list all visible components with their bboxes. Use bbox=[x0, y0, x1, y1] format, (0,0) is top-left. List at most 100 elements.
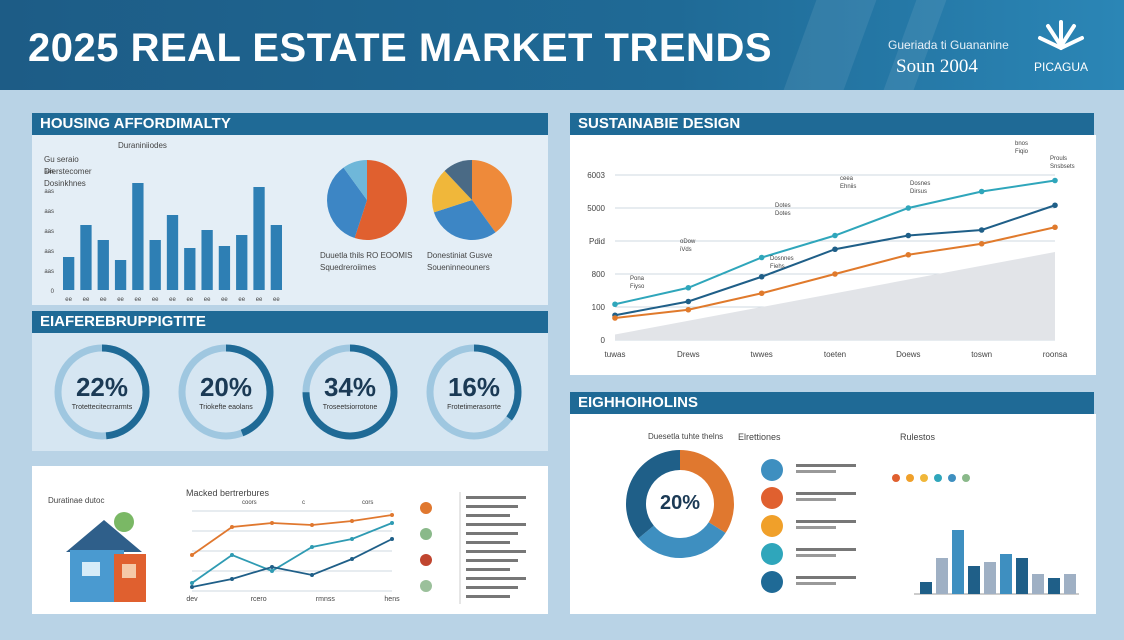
annotation-label: Fiqio bbox=[1015, 149, 1029, 155]
data-point bbox=[190, 585, 194, 589]
bar bbox=[166, 215, 179, 290]
data-point bbox=[685, 284, 692, 291]
x-tick-label: ee bbox=[135, 297, 142, 303]
data-point bbox=[758, 254, 765, 261]
affordability-pie-2 bbox=[432, 160, 512, 240]
data-point bbox=[390, 537, 394, 541]
bar bbox=[968, 566, 980, 594]
bottom-left-panel: Duratinae dutoc Macked bertrerbures dev r… bbox=[32, 466, 548, 614]
data-point bbox=[832, 246, 838, 253]
data-point bbox=[390, 513, 394, 517]
bar bbox=[97, 240, 109, 290]
chart-title: Macked bertrerbures bbox=[186, 488, 270, 498]
legend-dot bbox=[420, 554, 432, 566]
pie2-caption: Donestiniat Gusve bbox=[427, 251, 493, 260]
bar bbox=[80, 225, 92, 290]
legend-text-line bbox=[466, 550, 526, 553]
item-text-line bbox=[796, 582, 836, 585]
header-date: Soun 2004 bbox=[896, 56, 978, 77]
pie-slice bbox=[432, 170, 472, 213]
x-tick-label: ee bbox=[238, 297, 245, 303]
item-icon bbox=[761, 515, 783, 537]
x-tick-label: toeten bbox=[824, 350, 846, 359]
x-tick-label: ee bbox=[169, 297, 176, 303]
annotation-label: cors bbox=[362, 500, 373, 506]
pie-slice bbox=[444, 160, 472, 200]
annotation-label: Ehniis bbox=[840, 184, 856, 190]
pie-slice bbox=[680, 450, 734, 533]
ring-caption: Trotettecitecrrarmts bbox=[71, 404, 133, 411]
legend-text-line bbox=[466, 577, 526, 580]
item-text-line bbox=[796, 492, 856, 495]
legend-label: Duraniniiodes bbox=[118, 141, 167, 150]
legend-line: Dosinkhnes bbox=[44, 179, 86, 188]
item-text-line bbox=[796, 548, 856, 551]
bar bbox=[253, 187, 265, 290]
data-point bbox=[230, 525, 234, 529]
ring-value: 34% bbox=[323, 372, 377, 402]
data-point bbox=[350, 519, 354, 523]
y-tick-label: 0 bbox=[51, 289, 55, 295]
x-tick-label: rcero bbox=[251, 596, 267, 603]
data-point bbox=[270, 565, 274, 569]
ring-svg bbox=[54, 344, 150, 440]
eightholkins-panel: 20% Duesetla tuhte thelns Elrettiones Ru… bbox=[570, 414, 1096, 614]
x-tick-label: dev bbox=[186, 596, 198, 603]
x-tick-label: Drews bbox=[677, 350, 700, 359]
pie-slice bbox=[327, 167, 367, 239]
pie-slice bbox=[638, 522, 726, 558]
bar bbox=[984, 562, 996, 594]
item-icon bbox=[761, 543, 783, 565]
donut-value: 20% bbox=[659, 492, 701, 514]
data-point bbox=[1052, 224, 1058, 231]
x-tick-label: Doews bbox=[896, 350, 920, 359]
data-point bbox=[310, 545, 314, 549]
x-tick-label: ee bbox=[186, 297, 193, 303]
annotation-label: ceea bbox=[840, 176, 854, 182]
pie-slice bbox=[343, 160, 367, 200]
section-header-affordability: HOUSING AFFORDIMALTY bbox=[32, 113, 548, 135]
y-tick-label: 100 bbox=[592, 303, 606, 312]
x-tick-label: twwes bbox=[751, 350, 773, 359]
ring-svg bbox=[302, 344, 398, 440]
data-point bbox=[758, 273, 765, 280]
x-tick-label: ee bbox=[256, 297, 263, 303]
ring-fill bbox=[178, 344, 274, 440]
bottom-left-line-chart: dev rcero rmnss hens coors c cors bbox=[186, 500, 400, 603]
y-tick-label: aas bbox=[44, 229, 54, 235]
legend-dot bbox=[420, 528, 432, 540]
section-header-eightholkins: EIGHHOIHOLINS bbox=[570, 392, 1094, 414]
data-point bbox=[190, 581, 194, 585]
pie1-caption: Duuetla thils RO EOOMIS bbox=[320, 251, 413, 260]
pie-slice bbox=[626, 450, 680, 539]
data-point bbox=[310, 523, 314, 527]
y-tick-label: aas bbox=[44, 169, 54, 175]
annotation-label: Dosnes bbox=[910, 181, 930, 187]
legend-dot bbox=[948, 474, 956, 482]
bar bbox=[218, 246, 231, 290]
data-point bbox=[350, 557, 354, 561]
x-tick-label: ee bbox=[204, 297, 211, 303]
x-tick-label: tuwas bbox=[605, 350, 626, 359]
legend-text-line bbox=[466, 505, 518, 508]
y-tick-label: 0 bbox=[601, 336, 606, 345]
data-point bbox=[190, 553, 194, 557]
legend-text-line bbox=[466, 496, 526, 499]
ring-svg bbox=[426, 344, 522, 440]
annotation-label: Fiehs bbox=[770, 264, 785, 270]
bar bbox=[184, 248, 196, 290]
legend-line: Dierstecomer bbox=[44, 167, 92, 176]
ring-caption: Triokefte eaolans bbox=[199, 404, 253, 411]
legend-dot bbox=[934, 474, 942, 482]
legend-dot bbox=[920, 474, 928, 482]
bar bbox=[63, 257, 75, 290]
legend-dot bbox=[420, 502, 432, 514]
x-tick-label: ee bbox=[221, 297, 228, 303]
bar bbox=[270, 225, 282, 290]
data-point bbox=[905, 232, 912, 239]
eightholkins-icons bbox=[761, 459, 856, 593]
x-tick-label: ee bbox=[117, 297, 124, 303]
item-text-line bbox=[796, 464, 856, 467]
bottom-left-legend bbox=[420, 492, 526, 604]
data-point bbox=[230, 577, 234, 581]
